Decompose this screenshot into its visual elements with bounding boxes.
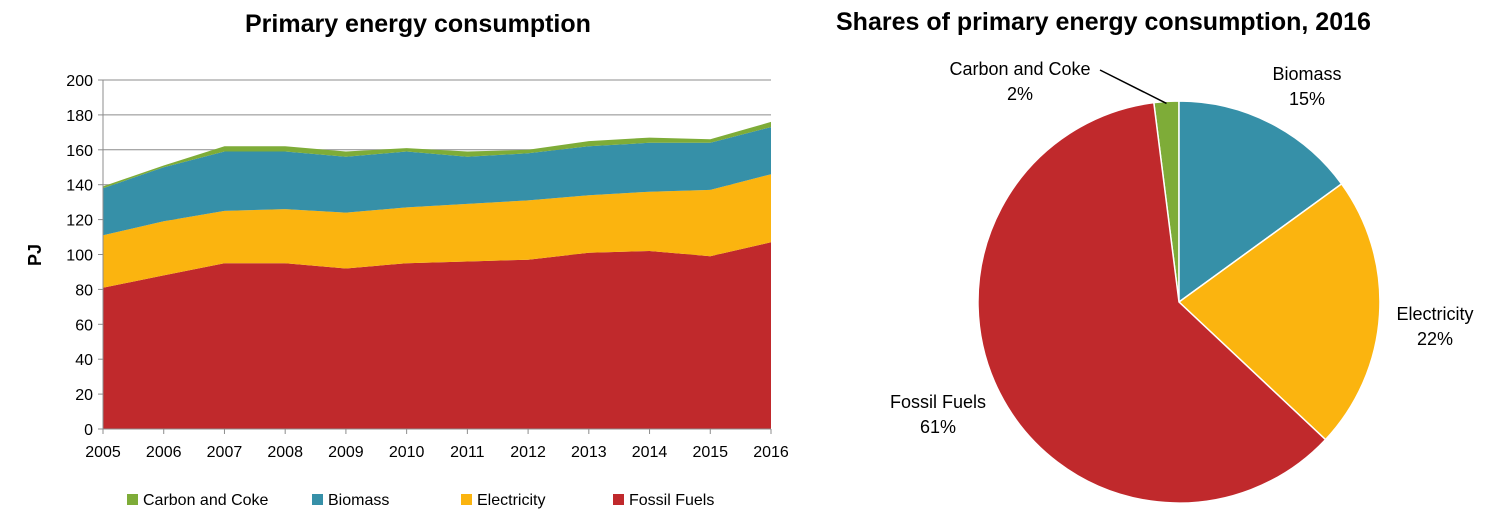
legend-swatch-electricity [461,494,472,505]
pie-pct-fossil-fuels: 61% [920,417,956,437]
area-series-electricity [103,174,771,288]
y-tick-label: 160 [66,143,93,160]
pie-slice-electricity [1177,182,1381,441]
pie-slice-fossil-fuels [977,101,1327,504]
pie-pct-biomass: 15% [1289,89,1325,109]
x-tick-label: 2008 [267,444,303,461]
legend-label-electricity: Electricity [477,492,545,509]
legend-label-biomass: Biomass [328,492,389,509]
pie-labels: Carbon and Coke 2% Biomass 15% Electricity 22… [890,59,1474,437]
pie-leader-line [1099,69,1167,105]
x-tick-label: 2005 [85,444,121,461]
y-tick-label: 140 [66,178,93,195]
area-y-tick-labels: 0 20 40 60 80 100 120 140 160 180 200 [66,73,93,439]
legend-label-carbon-and-coke: Carbon and Coke [143,492,269,509]
pie-pct-electricity: 22% [1417,329,1453,349]
y-tick-label: 120 [66,213,93,230]
y-tick-label: 0 [84,422,93,439]
x-tick-label: 2016 [753,444,789,461]
area-series-group [103,121,771,429]
area-chart-title: Primary energy consumption [245,10,591,38]
x-tick-label: 2015 [692,444,728,461]
y-tick-label: 60 [75,317,93,334]
y-tick-label: 40 [75,352,93,369]
pie-slice-biomass [1178,100,1343,304]
y-tick-label: 20 [75,387,93,404]
area-legend: Carbon and Coke Biomass Electricity Fossil … [127,492,714,509]
area-series-fossil-fuels [103,242,771,429]
pie-label-electricity: Electricity [1396,304,1473,324]
y-tick-label: 80 [75,282,93,299]
legend-label-fossil-fuels: Fossil Fuels [629,492,714,509]
x-tick-label: 2009 [328,444,364,461]
y-tick-label: 180 [66,108,93,125]
x-tick-label: 2014 [632,444,668,461]
area-axes [98,79,772,434]
pie-pct-carbon-and-coke: 2% [1007,84,1033,104]
area-series-biomass [103,127,771,236]
legend-swatch-fossil-fuels [613,494,624,505]
pie-label-biomass: Biomass [1272,64,1341,84]
x-tick-label: 2012 [510,444,546,461]
pie-label-fossil-fuels: Fossil Fuels [890,392,986,412]
legend-swatch-carbon-and-coke [127,494,138,505]
x-tick-label: 2007 [207,444,243,461]
y-tick-label: 100 [66,248,93,265]
pie-chart-title: Shares of primary energy consumption, 20… [836,8,1371,36]
y-tick-label: 200 [66,73,93,90]
legend-swatch-biomass [312,494,323,505]
area-y-axis-label: PJ [25,244,45,266]
area-x-tick-labels: 2005 2006 2007 2008 2009 2010 2011 2012 2013 2014… [85,444,789,461]
pie-slices [977,100,1381,504]
pie-label-carbon-and-coke: Carbon and Coke [949,59,1090,79]
x-tick-label: 2010 [389,444,425,461]
x-tick-label: 2013 [571,444,607,461]
x-tick-label: 2011 [450,444,485,461]
x-tick-label: 2006 [146,444,182,461]
